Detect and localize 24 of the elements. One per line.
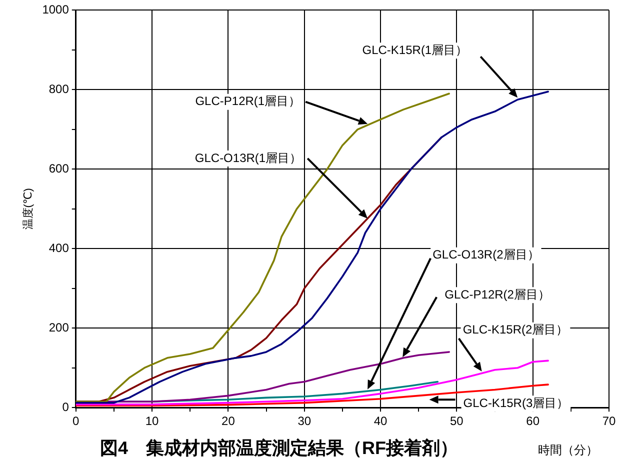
y-tick-label: 0 xyxy=(62,400,70,414)
x-tick-label: 30 xyxy=(298,414,312,428)
y-tick-label: 200 xyxy=(48,320,70,334)
x-axis-title: 時間（分） xyxy=(538,442,598,459)
y-tick-label: 800 xyxy=(48,82,70,96)
annotation: GLC-K15R(1層目） xyxy=(362,42,468,57)
y-tick-label: 600 xyxy=(48,161,70,176)
annotation: GLC-K15R(3層目） xyxy=(463,396,569,410)
annotation: GLC-K15R(2層目） xyxy=(462,322,568,337)
annotation: GLC-P12R(2層目） xyxy=(444,287,550,302)
x-tick-label: 40 xyxy=(374,414,388,428)
annotation: GLC-P12R(1層目） xyxy=(195,94,301,108)
y-axis-title: 温度(℃) xyxy=(22,188,35,230)
annotation: GLC-O13R(2層目） xyxy=(432,248,540,262)
text: 図4 集成材内部温度測定結果（RF接着剤） xyxy=(100,437,458,460)
x-tick-label: 0 xyxy=(72,414,80,428)
x-tick-label: 60 xyxy=(526,414,540,428)
x-tick-label: 70 xyxy=(602,414,616,428)
y-tick-label: 400 xyxy=(48,240,70,255)
y-tick-label: 1000 xyxy=(42,2,70,17)
annotation: GLC-O13R(1層目） xyxy=(194,150,302,165)
x-tick-label: 10 xyxy=(145,414,160,428)
x-tick-label: 50 xyxy=(450,414,464,428)
x-tick-label: 20 xyxy=(222,414,236,428)
